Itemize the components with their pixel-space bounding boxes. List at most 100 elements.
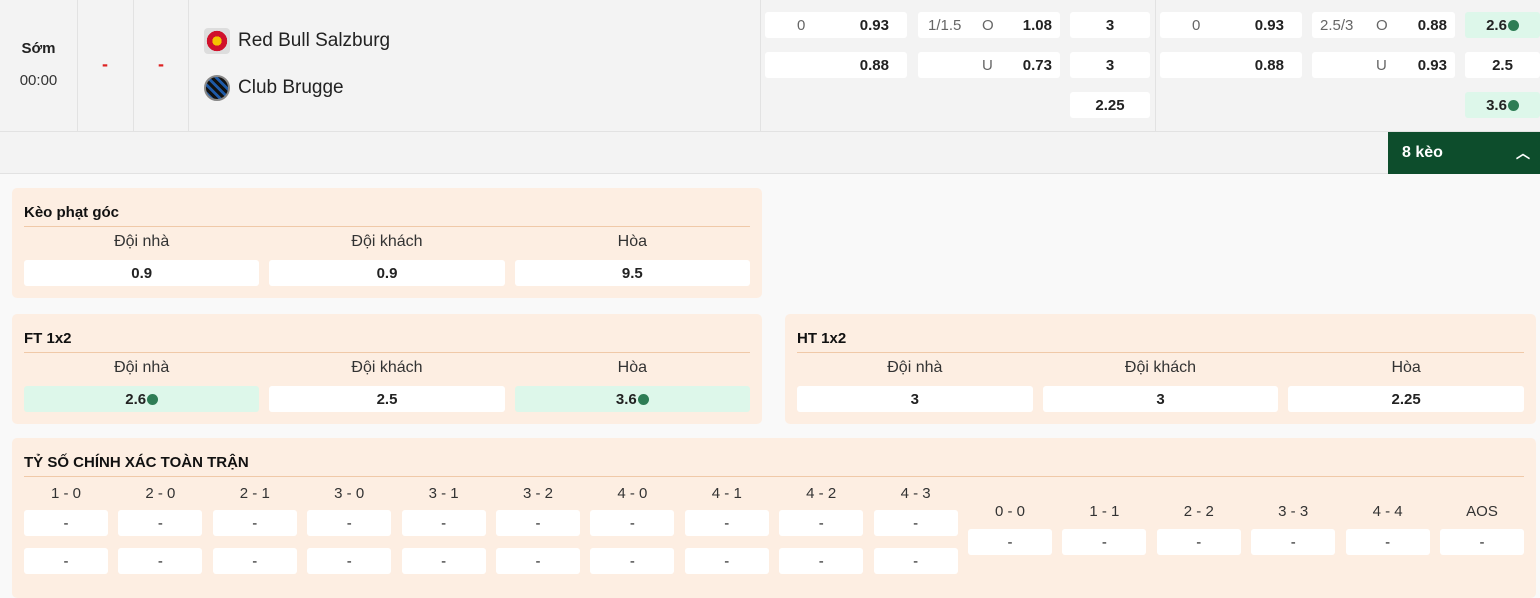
odds-cell[interactable]: 9.5: [514, 260, 750, 286]
odds-cell[interactable]: 2.5: [269, 386, 505, 412]
more-bar: [0, 132, 1540, 174]
under-label: U: [1376, 56, 1387, 74]
score-odds-cell[interactable]: -: [590, 510, 675, 536]
odds-cell[interactable]: 0.9: [24, 260, 260, 286]
odds-value: 2.6: [125, 390, 147, 408]
divider: [133, 0, 134, 132]
score-odds-cell[interactable]: -: [1345, 529, 1430, 555]
ft-handicap-away[interactable]: 0.88: [765, 52, 907, 78]
odds-value: 0.88: [1254, 56, 1284, 74]
status-dot-icon: [1507, 19, 1519, 31]
score-label: 2 - 0: [145, 485, 176, 502]
odds-value: 0.88: [1417, 16, 1447, 34]
score-odds-cell[interactable]: -: [24, 510, 108, 536]
score-odds-cell[interactable]: -: [496, 510, 580, 536]
odds-value: 0.93: [1254, 16, 1284, 34]
odds-cell[interactable]: 2.25: [1288, 386, 1524, 412]
score-label: 3 - 2: [522, 485, 553, 502]
chevron-up-icon: ︿: [1516, 145, 1530, 161]
ht-1x2-draw[interactable]: 3.6: [1465, 92, 1540, 118]
score-label: 4 - 2: [806, 485, 837, 502]
score-odds-cell[interactable]: -: [1251, 529, 1336, 555]
red-bull-salzburg-logo: [204, 28, 230, 54]
home-team[interactable]: Red Bull Salzburg: [204, 28, 390, 54]
divider: [24, 476, 1524, 477]
ft-over[interactable]: 1/1.5 O 1.08: [918, 12, 1060, 38]
ft-1x2-draw[interactable]: 2.25: [1070, 92, 1150, 118]
column-label: Đội nhà: [114, 233, 170, 250]
ft-1x2-home[interactable]: 3: [1070, 12, 1150, 38]
odds-cell[interactable]: 3.6: [514, 386, 750, 412]
ht-1x2-away[interactable]: 2.5: [1465, 52, 1540, 78]
score-odds-cell[interactable]: -: [1440, 529, 1524, 555]
score-odds-cell[interactable]: -: [1156, 529, 1241, 555]
score-odds-cell[interactable]: -: [873, 510, 958, 536]
score-odds-cell[interactable]: -: [24, 548, 108, 574]
score-odds-cell[interactable]: -: [968, 529, 1052, 555]
ou-line: 1/1.5: [928, 16, 962, 34]
divider: [760, 0, 761, 132]
score-odds-cell[interactable]: -: [590, 548, 675, 574]
score-label: 3 - 1: [428, 485, 459, 502]
score-label: AOS: [1466, 503, 1498, 520]
odds-cell[interactable]: 2.6: [24, 386, 260, 412]
over-label: O: [1376, 16, 1388, 34]
column-label: Đội khách: [351, 233, 423, 250]
ht-1x2-home[interactable]: 2.6: [1465, 12, 1540, 38]
score-label: 2 - 2: [1183, 503, 1214, 520]
odds-value: 0.93: [859, 16, 889, 34]
score-odds-cell[interactable]: -: [496, 548, 580, 574]
score-label: 2 - 1: [239, 485, 270, 502]
club-brugge-logo: [204, 75, 230, 101]
score-odds-cell[interactable]: -: [779, 548, 864, 574]
score-odds-cell[interactable]: -: [307, 548, 392, 574]
score-odds-cell[interactable]: -: [684, 548, 769, 574]
odds-cell[interactable]: 3: [797, 386, 1033, 412]
divider: [24, 226, 750, 227]
score-label: 3 - 3: [1278, 503, 1309, 520]
score-odds-cell[interactable]: -: [118, 548, 203, 574]
score-label: 1 - 1: [1089, 503, 1120, 520]
column-label: Hòa: [617, 359, 647, 376]
odds-value: 3.6: [615, 390, 637, 408]
ht-over[interactable]: 2.5/3 O 0.88: [1312, 12, 1455, 38]
score-odds-cell[interactable]: -: [873, 548, 958, 574]
divider: [797, 352, 1524, 353]
section-title: Kèo phạt góc: [24, 204, 120, 221]
ft-1x2-away[interactable]: 3: [1070, 52, 1150, 78]
ft1x2-section: FT 1x2 Đội nhà 2.6 Đội khách 2.5 Hòa 3.6: [12, 314, 762, 424]
status-dot-icon: [147, 393, 159, 405]
score-label: 4 - 4: [1372, 503, 1403, 520]
score-odds-cell[interactable]: -: [212, 510, 297, 536]
score-odds-cell[interactable]: -: [401, 548, 486, 574]
home-team-name: Red Bull Salzburg: [238, 30, 391, 51]
odds-cell[interactable]: 0.9: [269, 260, 505, 286]
score-odds-cell[interactable]: -: [401, 510, 486, 536]
column-label: Hòa: [617, 233, 647, 250]
score-label: 4 - 3: [900, 485, 931, 502]
score-odds-cell[interactable]: -: [684, 510, 769, 536]
more-odds-button[interactable]: 8 kèo ︿: [1388, 132, 1540, 174]
status-dot-icon: [1507, 99, 1519, 111]
odds-value: 2.6: [1486, 16, 1507, 34]
odds-cell[interactable]: 3: [1042, 386, 1279, 412]
ht-handicap-home[interactable]: 0 0.93: [1160, 12, 1302, 38]
away-team[interactable]: Club Brugge: [204, 75, 344, 101]
ft-under[interactable]: U 0.73: [918, 52, 1060, 78]
score-odds-cell[interactable]: -: [118, 510, 203, 536]
handicap-line: 0: [797, 16, 806, 34]
divider: [77, 0, 78, 132]
ht-under[interactable]: U 0.93: [1312, 52, 1455, 78]
handicap-line: 0: [1192, 16, 1201, 34]
ht-handicap-away[interactable]: 0.88: [1160, 52, 1302, 78]
score-odds-cell[interactable]: -: [1062, 529, 1147, 555]
score-home: -: [102, 54, 108, 74]
ou-line: 2.5/3: [1320, 16, 1354, 34]
score-odds-cell[interactable]: -: [212, 548, 297, 574]
column-label: Hòa: [1391, 359, 1421, 376]
score-odds-cell[interactable]: -: [307, 510, 392, 536]
divider: [1155, 0, 1156, 132]
odds-value: 0.73: [1022, 56, 1052, 74]
ft-handicap-home[interactable]: 0 0.93: [765, 12, 907, 38]
score-odds-cell[interactable]: -: [779, 510, 864, 536]
